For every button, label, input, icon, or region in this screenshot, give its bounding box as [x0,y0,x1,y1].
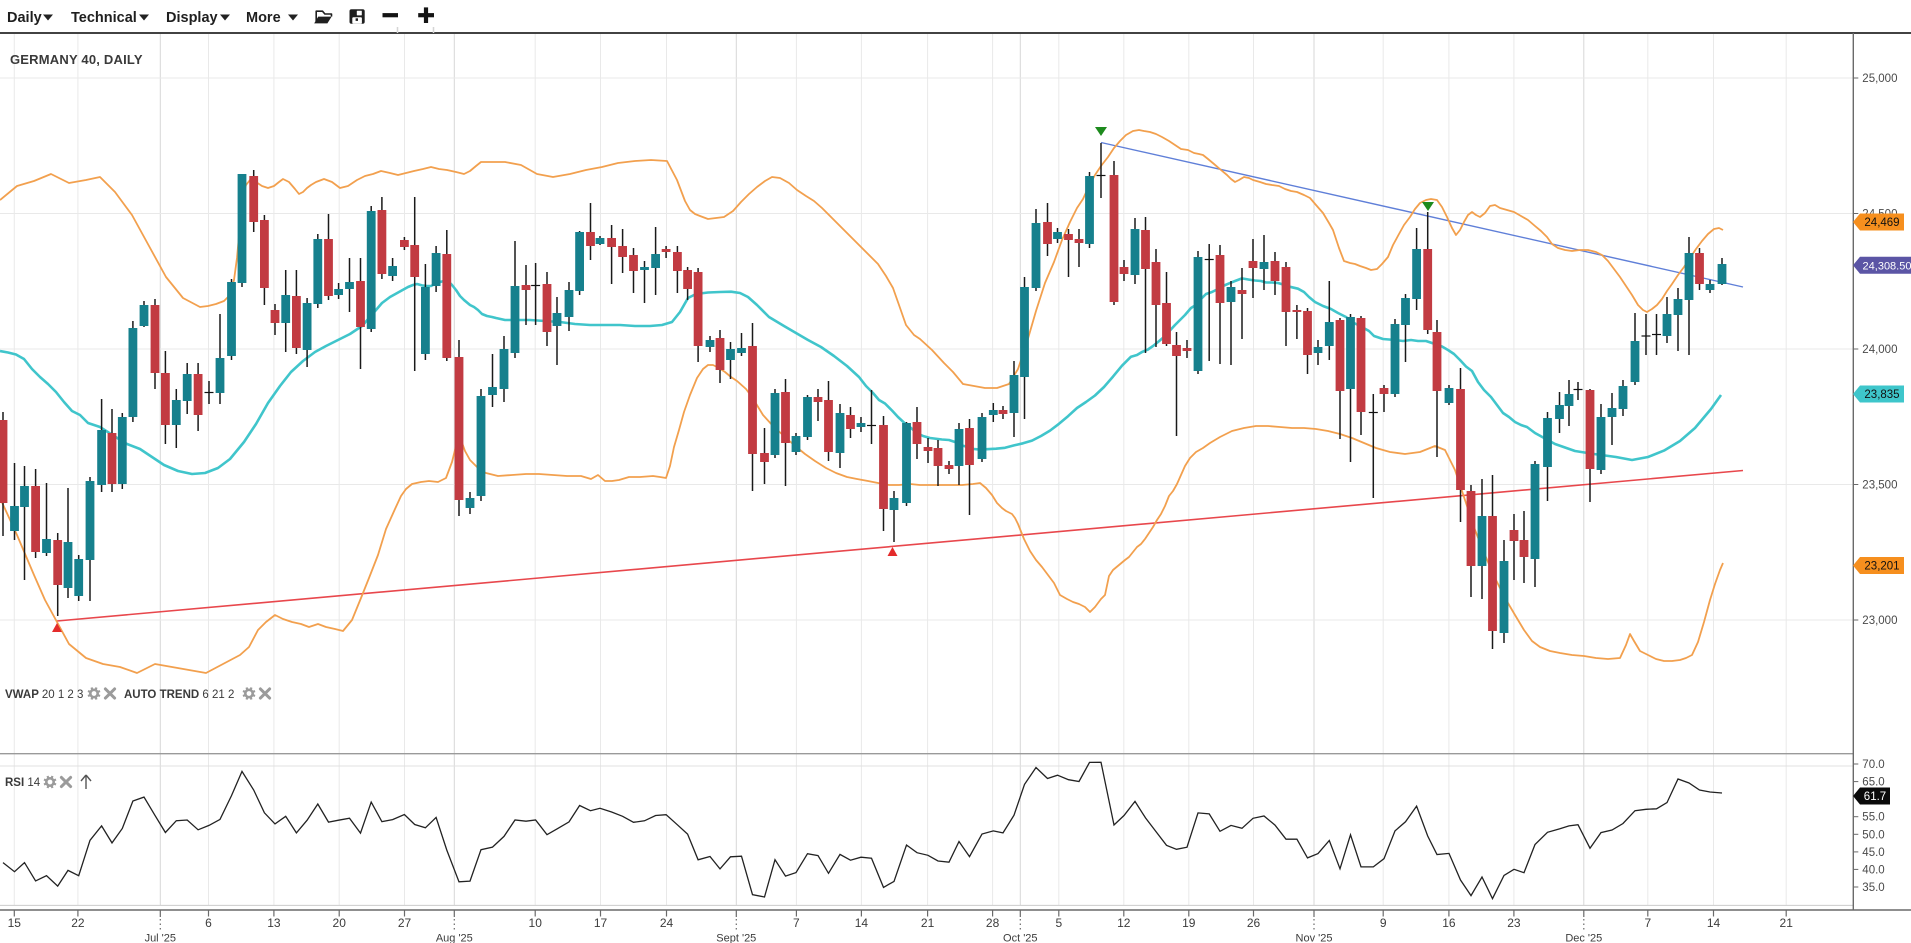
svg-text:7: 7 [1644,916,1651,930]
svg-text:23,835: 23,835 [1864,389,1899,401]
svg-text:45.0: 45.0 [1862,847,1884,859]
svg-text:Sept '25: Sept '25 [716,933,756,943]
svg-text:12: 12 [1117,916,1131,930]
svg-text:23,201: 23,201 [1864,561,1899,573]
svg-text:20: 20 [333,916,347,930]
svg-text:26: 26 [1247,916,1261,930]
svg-text:Oct '25: Oct '25 [1003,933,1038,943]
svg-text:15: 15 [8,916,22,930]
svg-text:24,308.50: 24,308.50 [1863,261,1911,273]
svg-text:VWAP 20 1 2 3: VWAP 20 1 2 3 [5,689,83,701]
svg-text:14: 14 [1707,916,1721,930]
svg-text:9: 9 [1380,916,1387,930]
svg-text:16: 16 [1442,916,1456,930]
svg-text:6: 6 [205,916,212,930]
svg-text:40.0: 40.0 [1862,864,1884,876]
svg-text:13: 13 [267,916,281,930]
svg-text:70.0: 70.0 [1862,759,1884,771]
svg-text:More: More [246,10,281,26]
svg-text:24,469: 24,469 [1864,217,1899,229]
svg-text:17: 17 [594,916,608,930]
svg-text:23: 23 [1507,916,1521,930]
svg-text:61.7: 61.7 [1864,791,1886,803]
svg-text:Display: Display [166,10,218,26]
svg-text:Dec '25: Dec '25 [1565,933,1602,943]
svg-text:27: 27 [398,916,412,930]
svg-text:Aug '25: Aug '25 [436,933,473,943]
svg-text:5: 5 [1055,916,1062,930]
svg-text:24: 24 [660,916,674,930]
svg-text:24,000: 24,000 [1862,344,1897,356]
svg-text:65.0: 65.0 [1862,777,1884,789]
svg-text:22: 22 [71,916,85,930]
svg-text:10: 10 [529,916,543,930]
svg-text:23,000: 23,000 [1862,615,1897,627]
svg-text:AUTO TREND 6 21 2: AUTO TREND 6 21 2 [124,689,234,701]
svg-text:RSI 14: RSI 14 [5,777,41,789]
svg-text:Technical: Technical [71,10,137,26]
svg-text:Nov '25: Nov '25 [1296,933,1333,943]
svg-text:Daily: Daily [7,10,42,26]
svg-text:23,500: 23,500 [1862,480,1897,492]
svg-text:21: 21 [1780,916,1794,930]
svg-text:25,000: 25,000 [1862,73,1897,85]
svg-text:28: 28 [986,916,1000,930]
svg-text:21: 21 [921,916,935,930]
svg-text:50.0: 50.0 [1862,829,1884,841]
svg-text:Jul '25: Jul '25 [145,933,176,943]
svg-text:55.0: 55.0 [1862,812,1884,824]
svg-text:7: 7 [793,916,800,930]
svg-text:35.0: 35.0 [1862,882,1884,894]
svg-text:19: 19 [1182,916,1196,930]
svg-text:GERMANY 40, DAILY: GERMANY 40, DAILY [10,52,143,67]
svg-text:14: 14 [855,916,869,930]
